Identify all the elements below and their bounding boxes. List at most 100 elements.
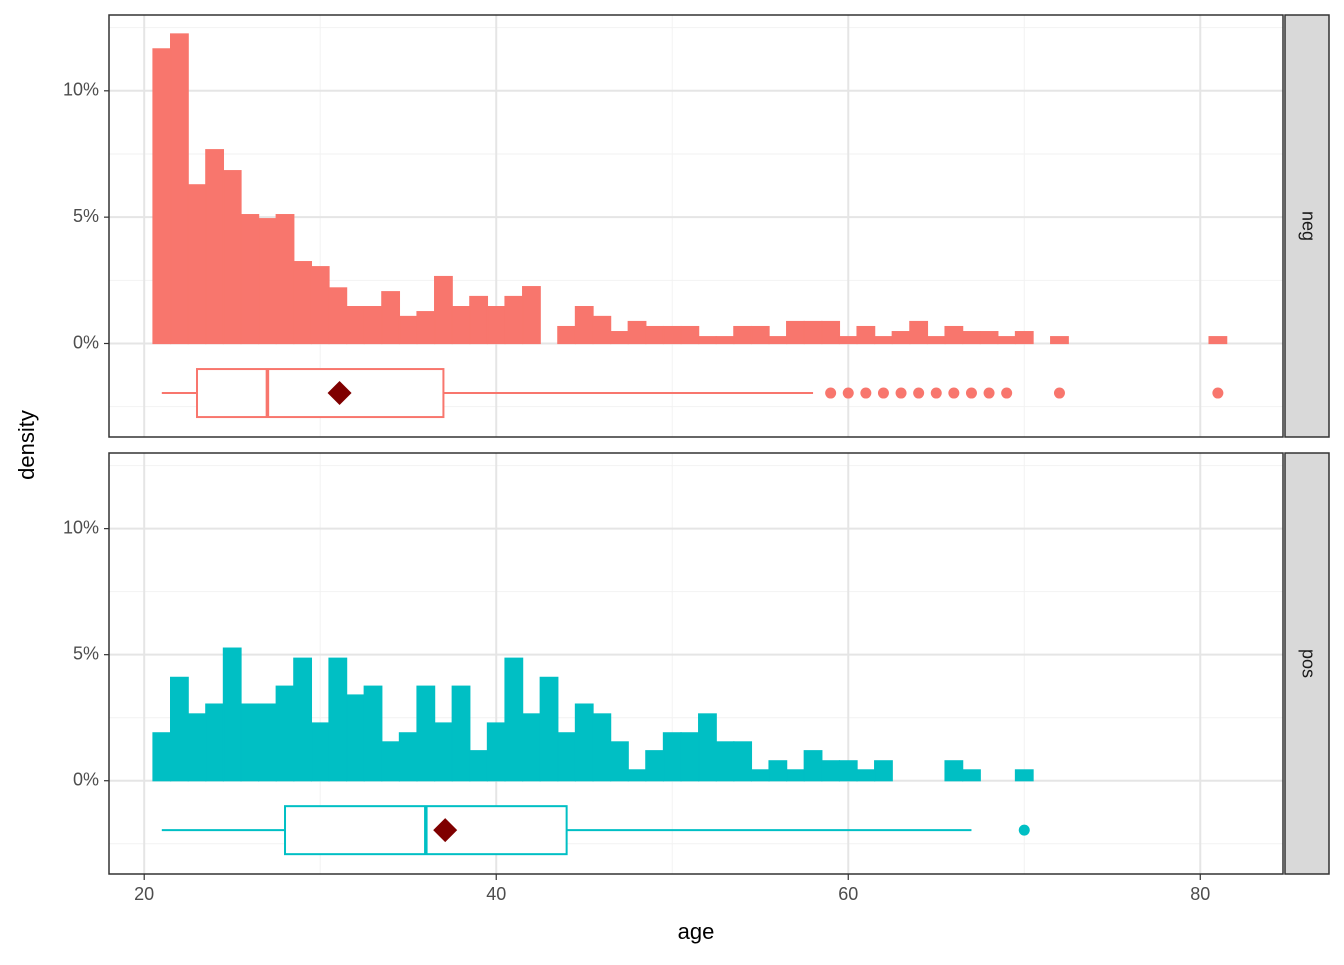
y-tick-label: 5%: [73, 206, 99, 226]
histogram-bar: [346, 694, 365, 782]
panel-border: [108, 14, 1284, 438]
histogram-bar: [838, 336, 858, 345]
histogram-bar: [293, 657, 313, 782]
histogram-bar: [539, 676, 559, 782]
outlier: [913, 387, 925, 399]
histogram-bar: [592, 713, 612, 782]
histogram-bar: [786, 320, 805, 345]
histogram-bar: [662, 325, 682, 345]
histogram-bar: [346, 306, 365, 345]
outlier: [965, 387, 977, 399]
histogram-bar: [874, 760, 893, 782]
histogram-bar: [451, 685, 471, 782]
histogram-bar: [750, 769, 770, 782]
histogram-bar: [522, 286, 541, 345]
histogram-bar: [944, 325, 964, 345]
histogram-bar: [451, 306, 471, 345]
histogram-bar: [592, 315, 612, 345]
histogram-bar: [398, 732, 418, 782]
histogram-bar: [363, 685, 383, 782]
histogram-bar: [434, 275, 453, 345]
histogram-bar: [205, 703, 225, 782]
histogram-bar: [645, 325, 665, 345]
y-tick-label: 10%: [63, 517, 99, 537]
panel-border: [108, 452, 1284, 875]
histogram-bar: [222, 647, 242, 782]
histogram-bar: [240, 703, 260, 782]
facet-strip: [1284, 14, 1330, 438]
histogram-bar: [574, 703, 594, 782]
histogram-bar: [557, 325, 577, 345]
histogram-bar: [363, 306, 383, 345]
histogram-bar: [240, 214, 260, 345]
histogram-bar: [733, 741, 753, 782]
histogram-bar: [715, 741, 735, 782]
histogram-bar: [1014, 331, 1034, 345]
histogram-bar: [486, 306, 506, 345]
histogram-bar: [926, 336, 946, 345]
histogram-bar: [856, 769, 876, 782]
x-tick-label: 60: [838, 884, 858, 904]
histogram-bar: [610, 331, 629, 345]
y-tick-label: 10%: [63, 80, 99, 100]
mean-marker: [433, 818, 458, 843]
mean-marker: [327, 381, 352, 406]
x-axis-title: age: [678, 919, 715, 944]
x-tick-label: 20: [134, 884, 154, 904]
histogram-bar: [310, 722, 330, 782]
histogram-bar: [258, 218, 277, 345]
facet-label: neg: [1298, 211, 1318, 241]
histogram-bar: [698, 713, 717, 782]
histogram-bar: [944, 760, 964, 782]
histogram-bar: [557, 732, 577, 782]
histogram-bar: [627, 769, 647, 782]
histogram-bar: [187, 184, 207, 345]
histogram-bar: [803, 320, 823, 345]
histogram-bar: [874, 336, 893, 345]
histogram-bar: [803, 750, 823, 782]
outlier: [842, 387, 854, 399]
outlier: [895, 387, 907, 399]
histogram-bar: [469, 295, 489, 345]
outlier: [983, 387, 995, 399]
box: [196, 368, 445, 419]
facet-label: pos: [1298, 649, 1318, 678]
outlier: [930, 387, 942, 399]
histogram-bar: [434, 722, 453, 782]
outlier: [1001, 387, 1013, 399]
histogram-bar: [979, 331, 999, 345]
histogram-bar: [838, 760, 858, 782]
histogram-bar: [962, 331, 981, 345]
histogram-bar: [187, 713, 207, 782]
histogram-bar: [962, 769, 981, 782]
outlier: [1212, 387, 1224, 399]
histogram-bar: [662, 732, 682, 782]
outlier: [877, 387, 889, 399]
histogram-bar: [170, 676, 189, 782]
histogram-bar: [328, 657, 348, 782]
y-tick-label: 0%: [73, 332, 99, 352]
histogram-bar: [522, 713, 541, 782]
histogram-bar: [205, 149, 225, 345]
histogram-bar: [222, 170, 242, 345]
histogram-bar: [821, 760, 841, 782]
histogram-bar: [698, 336, 717, 345]
histogram-bar: [909, 320, 929, 345]
histogram-bar: [469, 750, 489, 782]
outlier: [948, 387, 960, 399]
panel-background: [109, 15, 1283, 437]
histogram-bar: [574, 306, 594, 345]
histogram-bar: [275, 214, 295, 345]
facet-strip: [1284, 452, 1330, 875]
histogram-bar: [486, 722, 506, 782]
histogram-bar: [680, 325, 700, 345]
outlier: [825, 387, 837, 399]
histogram-bar: [170, 33, 189, 345]
histogram-bar: [328, 287, 348, 345]
histogram-bar: [416, 685, 436, 782]
histogram-bar: [398, 315, 418, 345]
outlier: [860, 387, 872, 399]
histogram-bar: [768, 336, 788, 345]
histogram-bar: [152, 48, 172, 345]
